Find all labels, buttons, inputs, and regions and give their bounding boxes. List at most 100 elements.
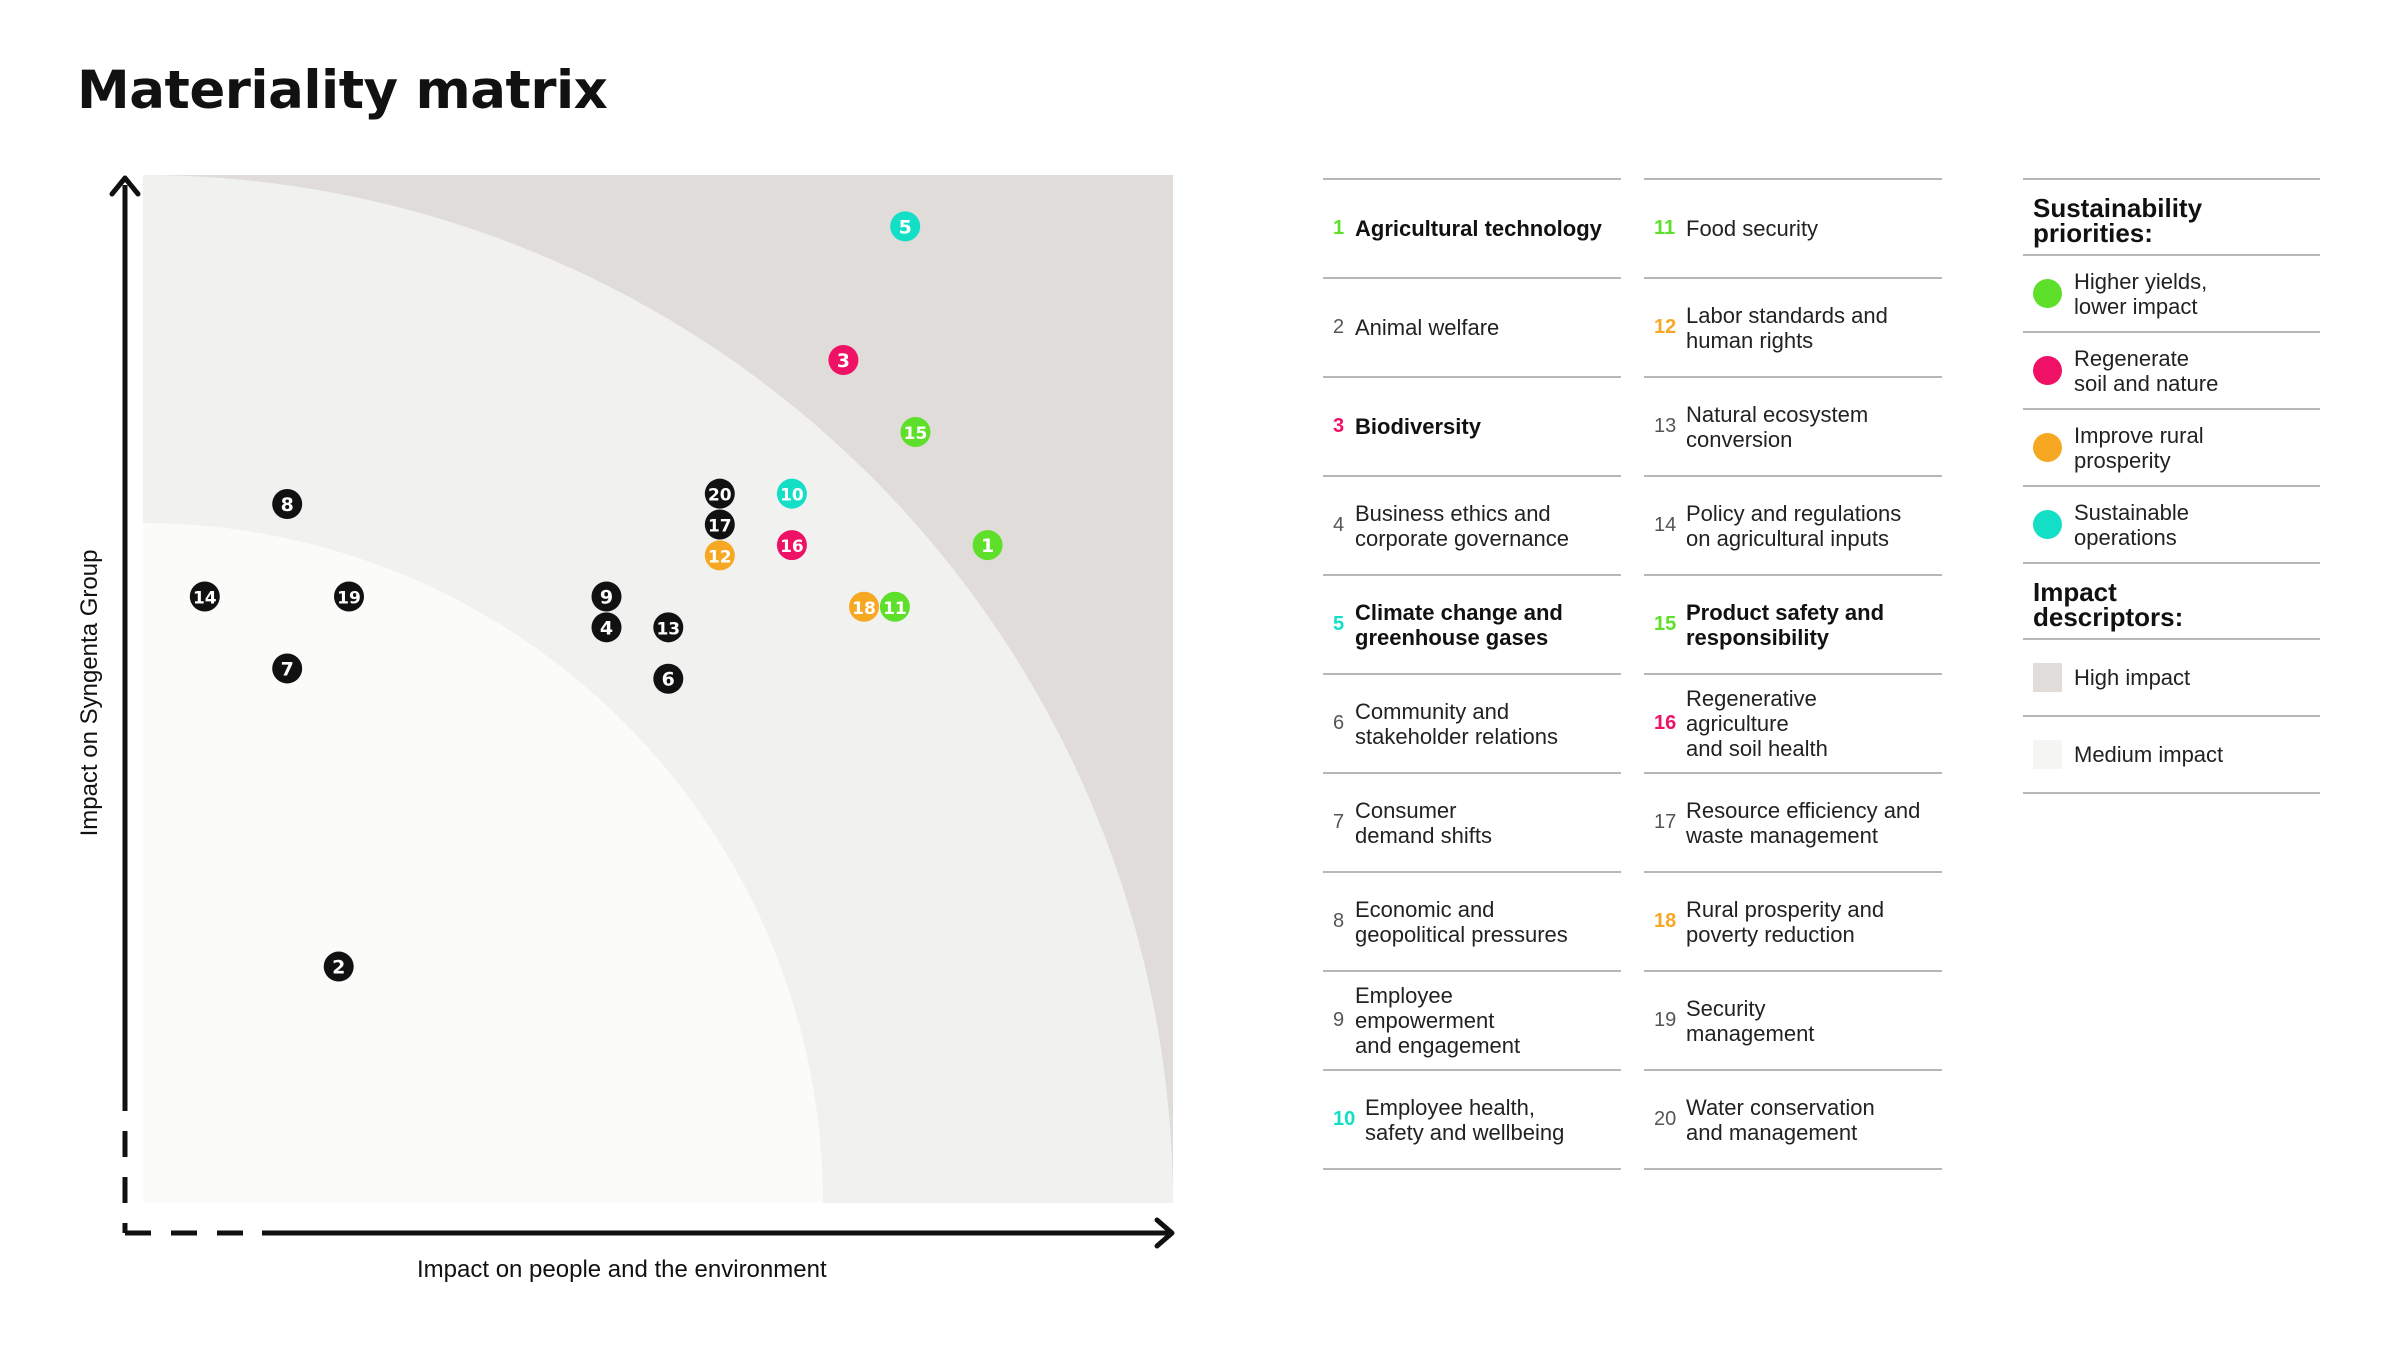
point-label: 19 [337, 588, 361, 608]
topic-number: 14 [1654, 514, 1677, 536]
topic-number: 8 [1333, 910, 1345, 932]
point-marker [334, 581, 364, 612]
topic-row-17: 17 Resource efficiency and waste manageme… [1644, 774, 1942, 873]
topics-column-2: 11 Food security 12 Labor standards and hum… [1644, 178, 1942, 1170]
point-5[interactable]: 5 [890, 211, 921, 242]
point-12[interactable]: 12 [704, 540, 735, 571]
point-label: 7 [281, 658, 294, 680]
topic-number: 5 [1333, 613, 1345, 635]
topic-label: Food security [1686, 216, 1819, 241]
point-19[interactable]: 19 [334, 581, 364, 612]
legend-item: Medium impact [2023, 717, 2320, 794]
topic-label: Regenerative agriculture and soil health [1686, 686, 1828, 761]
topic-number: 16 [1654, 712, 1677, 734]
point-label: 14 [193, 588, 217, 608]
topic-label: Natural ecosystem conversion [1686, 401, 1869, 452]
point-11[interactable]: 11 [879, 591, 910, 622]
topic-row-7: 7 Consumer demand shifts [1323, 774, 1621, 873]
point-label: 18 [852, 599, 876, 619]
topic-row-13: 13 Natural ecosystem conversion [1644, 378, 1942, 477]
topic-row-20: 20 Water conservation and management [1644, 1071, 1942, 1170]
legend-label: Higher yields, lower impact [2074, 268, 2208, 319]
topic-number: 9 [1333, 1009, 1345, 1031]
point-label: 20 [708, 486, 732, 506]
point-14[interactable]: 14 [189, 581, 220, 612]
point-marker [704, 540, 735, 571]
point-1[interactable]: 1 [972, 530, 1003, 561]
point-marker [890, 211, 921, 242]
point-marker [776, 530, 807, 561]
legend-label: Improve rural prosperity [2074, 422, 2204, 473]
topic-number: 3 [1333, 415, 1345, 437]
point-label: 4 [600, 617, 613, 639]
topic-number: 6 [1333, 712, 1345, 734]
point-label: 12 [708, 547, 732, 567]
point-4[interactable]: 4 [591, 612, 622, 643]
point-label: 5 [899, 216, 912, 238]
point-marker [272, 653, 303, 684]
topic-label: Policy and regulations on agricultural i… [1686, 500, 1902, 551]
point-marker [704, 478, 735, 509]
point-16[interactable]: 16 [776, 530, 807, 561]
point-3[interactable]: 3 [828, 345, 859, 376]
topic-row-4: 4 Business ethics and corporate governanc… [1323, 477, 1621, 576]
topic-row-8: 8 Economic and geopolitical pressures [1323, 873, 1621, 972]
legend-label: Sustainable operations [2074, 499, 2189, 550]
point-6[interactable]: 6 [653, 663, 684, 694]
x-axis-label: Impact on people and the environment [417, 1256, 827, 1283]
point-label: 13 [656, 619, 680, 639]
topic-row-3: 3 Biodiversity [1323, 378, 1621, 477]
point-8[interactable]: 8 [272, 488, 303, 519]
topic-number: 2 [1333, 316, 1345, 338]
topic-number: 4 [1333, 514, 1345, 536]
point-label: 17 [708, 517, 732, 537]
topic-label: Rural prosperity and poverty reduction [1686, 896, 1885, 947]
topic-row-11: 11 Food security [1644, 180, 1942, 279]
point-label: 16 [780, 537, 804, 557]
point-label: 9 [600, 586, 613, 608]
point-15[interactable]: 15 [900, 417, 931, 447]
topic-label: Economic and geopolitical pressures [1355, 896, 1568, 947]
point-20[interactable]: 20 [704, 478, 735, 509]
point-marker [272, 488, 303, 519]
topic-label: Biodiversity [1355, 414, 1481, 439]
topic-row-14: 14 Policy and regulations on agricultural… [1644, 477, 1942, 576]
point-7[interactable]: 7 [272, 653, 303, 684]
point-9[interactable]: 9 [591, 581, 622, 612]
topic-label: Business ethics and corporate governance [1355, 500, 1570, 551]
point-marker [653, 663, 684, 694]
page-title: Materiality matrix [77, 60, 608, 121]
topic-row-19: 19 Security management [1644, 972, 1942, 1071]
priority-dot [2033, 279, 2062, 308]
topic-row-18: 18 Rural prosperity and poverty reduction [1644, 873, 1942, 972]
topic-label: Community and stakeholder relations [1355, 698, 1559, 749]
topic-label: Employee empowerment and engagement [1355, 983, 1521, 1058]
topic-label: Product safety and responsibility [1686, 599, 1885, 650]
impact-list: High impact Medium impact [2023, 640, 2320, 794]
point-marker [900, 417, 931, 447]
legend-label: High impact [2074, 665, 2191, 690]
topic-number: 19 [1654, 1009, 1677, 1031]
point-marker [776, 478, 807, 509]
point-marker [653, 612, 684, 643]
priority-dot [2033, 356, 2062, 385]
point-label: 6 [662, 669, 675, 691]
point-13[interactable]: 13 [653, 612, 684, 643]
topic-label: Resource efficiency and waste management [1686, 797, 1921, 848]
topic-number: 7 [1333, 811, 1345, 833]
point-2[interactable]: 2 [323, 951, 354, 982]
topic-number: 1 [1333, 217, 1345, 239]
y-axis-arrow [109, 175, 141, 197]
sustainability-list: Higher yields, lower impact Regenerate so… [2023, 256, 2320, 564]
topic-label: Agricultural technology [1355, 216, 1602, 241]
point-10[interactable]: 10 [776, 478, 807, 509]
topic-row-2: 2 Animal welfare [1323, 279, 1621, 378]
point-label: 10 [780, 486, 804, 506]
topic-label: Security management [1686, 995, 1815, 1046]
priority-dot [2033, 510, 2062, 539]
point-18[interactable]: 18 [849, 591, 879, 622]
topic-number: 18 [1654, 910, 1677, 932]
point-17[interactable]: 17 [704, 509, 735, 540]
point-label: 3 [837, 350, 850, 372]
